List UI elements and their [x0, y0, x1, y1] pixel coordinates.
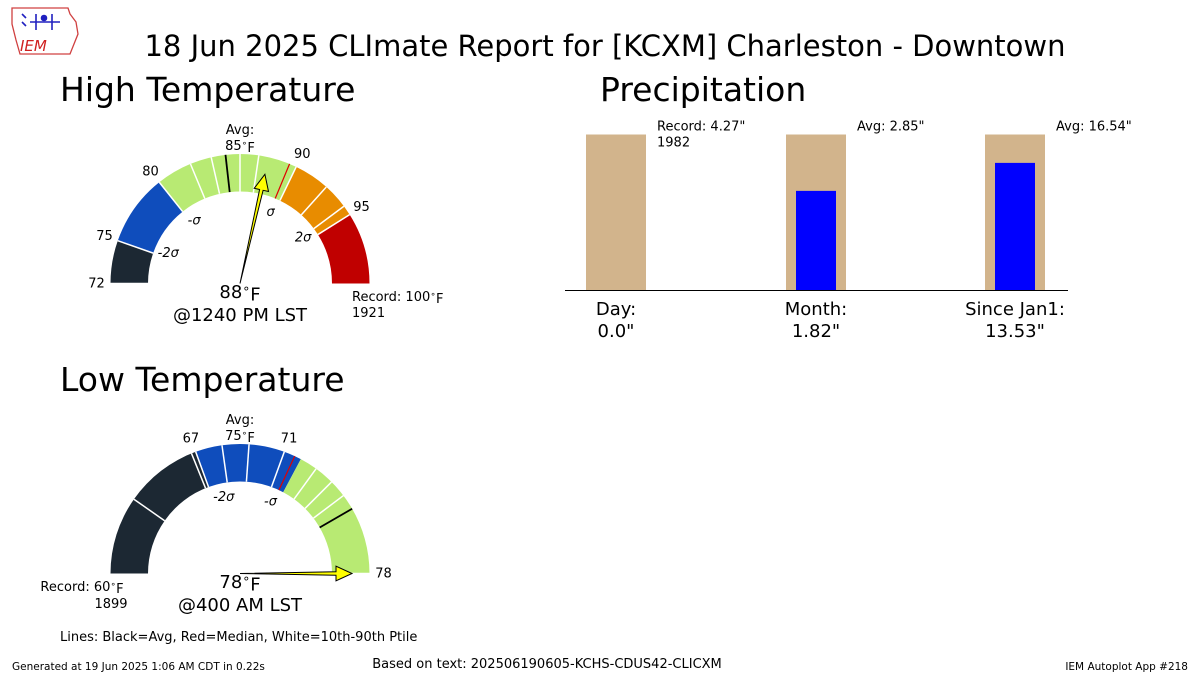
reference-label: Avg: 16.54": [1056, 120, 1132, 135]
sigma-label: -2σ: [158, 246, 180, 261]
high-temperature-gauge: High Temperature 72 75 80 90 95 -2σ -σ σ 2σ Avg…: [60, 70, 443, 326]
footer-app: IEM Autoplot App #218: [1065, 661, 1188, 673]
category-label: Month:: [785, 299, 847, 320]
gauge-tick-label: 67: [183, 432, 200, 447]
avg-value-label: 75∘F: [225, 429, 255, 446]
observed-bar: [995, 162, 1035, 291]
avg-value-label: 85∘F: [225, 139, 255, 156]
gauge-band-green: [283, 459, 370, 574]
gauge-tick-label: 78: [375, 567, 392, 582]
degree-symbol: ∘: [242, 139, 248, 149]
avg-label: Avg:: [226, 123, 254, 138]
record-label: Record: 100∘F: [352, 290, 443, 307]
degree-symbol: ∘: [242, 280, 250, 295]
percentile-line: [304, 481, 333, 509]
percentile-line: [252, 155, 260, 193]
record-year: 1899: [94, 597, 127, 612]
gauge-tick-label: 95: [353, 200, 370, 215]
category-label: Day:: [596, 299, 636, 320]
footer-source: Based on text: 202506190605-KCHS-CDUS42-…: [372, 657, 722, 672]
median-line: [278, 455, 296, 491]
chart-title: Precipitation: [600, 70, 806, 109]
percentile-line: [221, 445, 228, 483]
logo-text: IEM: [20, 37, 47, 55]
gauge-tick-label: 72: [88, 277, 105, 292]
degree-symbol: ∘: [242, 570, 250, 585]
precipitation-chart: Precipitation Record: 4.27"1982 Day:0.0" A…: [565, 70, 1132, 342]
percentile-line: [313, 494, 344, 519]
reference-label: Avg: 2.85": [857, 120, 925, 135]
footer-generated: Generated at 19 Jun 2025 1:06 AM CDT in …: [12, 661, 265, 673]
gauge-title: High Temperature: [60, 70, 355, 109]
gauge-tick-label: 90: [294, 147, 311, 162]
percentile-line: [293, 468, 317, 500]
record-label: Record: 60∘F: [40, 580, 123, 597]
degree-symbol: ∘: [430, 290, 436, 300]
value-label: 0.0": [598, 321, 635, 342]
record-year: 1921: [352, 306, 385, 321]
sigma-label: 2σ: [295, 231, 312, 246]
sigma-label: -σ: [264, 495, 278, 510]
sigma-label: -σ: [188, 213, 202, 228]
observed-value-label: 78∘F: [219, 570, 260, 595]
gauge-tick-label: 80: [142, 164, 159, 179]
observed-time-label: @400 AM LST: [178, 595, 303, 616]
band-separator: [195, 451, 210, 488]
reference-sub-label: 1982: [657, 136, 690, 151]
gauge-title: Low Temperature: [60, 360, 345, 399]
weather-station-icon: [21, 13, 60, 30]
median-line: [274, 163, 291, 199]
iem-logo: IEM: [11, 7, 79, 55]
gauge-band-dark: [110, 451, 209, 574]
avg-label: Avg:: [226, 413, 254, 428]
iowa-outline: [11, 7, 79, 55]
observed-bar: [796, 190, 836, 291]
band-separator: [317, 213, 351, 236]
gauge-tick-label: 71: [281, 432, 298, 447]
low-temperature-gauge: Low Temperature 67 71 78 -2σ -σ Avg: 75∘F 7…: [40, 360, 391, 616]
gauge-band-blue: [117, 182, 183, 254]
band-separator: [158, 181, 184, 213]
band-separator: [117, 240, 154, 254]
gauge-tick-label: 75: [96, 229, 113, 244]
percentile-line: [245, 444, 250, 482]
observed-needle: [239, 173, 270, 284]
reference-bar: [586, 134, 646, 291]
degree-symbol: ∘: [110, 580, 116, 590]
reference-label: Record: 4.27": [657, 120, 745, 135]
gauge-band-green: [159, 154, 297, 212]
percentile-line: [189, 163, 206, 199]
value-label: 1.82": [792, 321, 840, 342]
observed-time-label: @1240 PM LST: [173, 305, 308, 326]
average-line: [319, 507, 353, 529]
degree-symbol: ∘: [242, 429, 248, 439]
sigma-label: -2σ: [213, 490, 235, 505]
band-separator: [279, 166, 297, 201]
percentile-line: [133, 498, 166, 522]
percentile-line: [313, 205, 345, 230]
percentile-line: [300, 186, 327, 216]
gauge-band-red: [317, 214, 370, 284]
band-separator: [270, 451, 285, 488]
value-label: 13.53": [985, 321, 1045, 342]
percentile-line: [210, 157, 221, 194]
page-title: 18 Jun 2025 CLImate Report for [KCXM] Ch…: [144, 29, 1065, 63]
gauge-band-dark: [110, 240, 154, 284]
sigma-label: σ: [267, 205, 276, 220]
legend-note: Lines: Black=Avg, Red=Median, White=10th…: [60, 630, 417, 645]
percentile-line: [190, 453, 207, 489]
category-label: Since Jan1:: [965, 299, 1065, 320]
observed-value-label: 88∘F: [219, 280, 260, 305]
average-line: [224, 154, 231, 193]
observed-needle: [239, 565, 354, 582]
